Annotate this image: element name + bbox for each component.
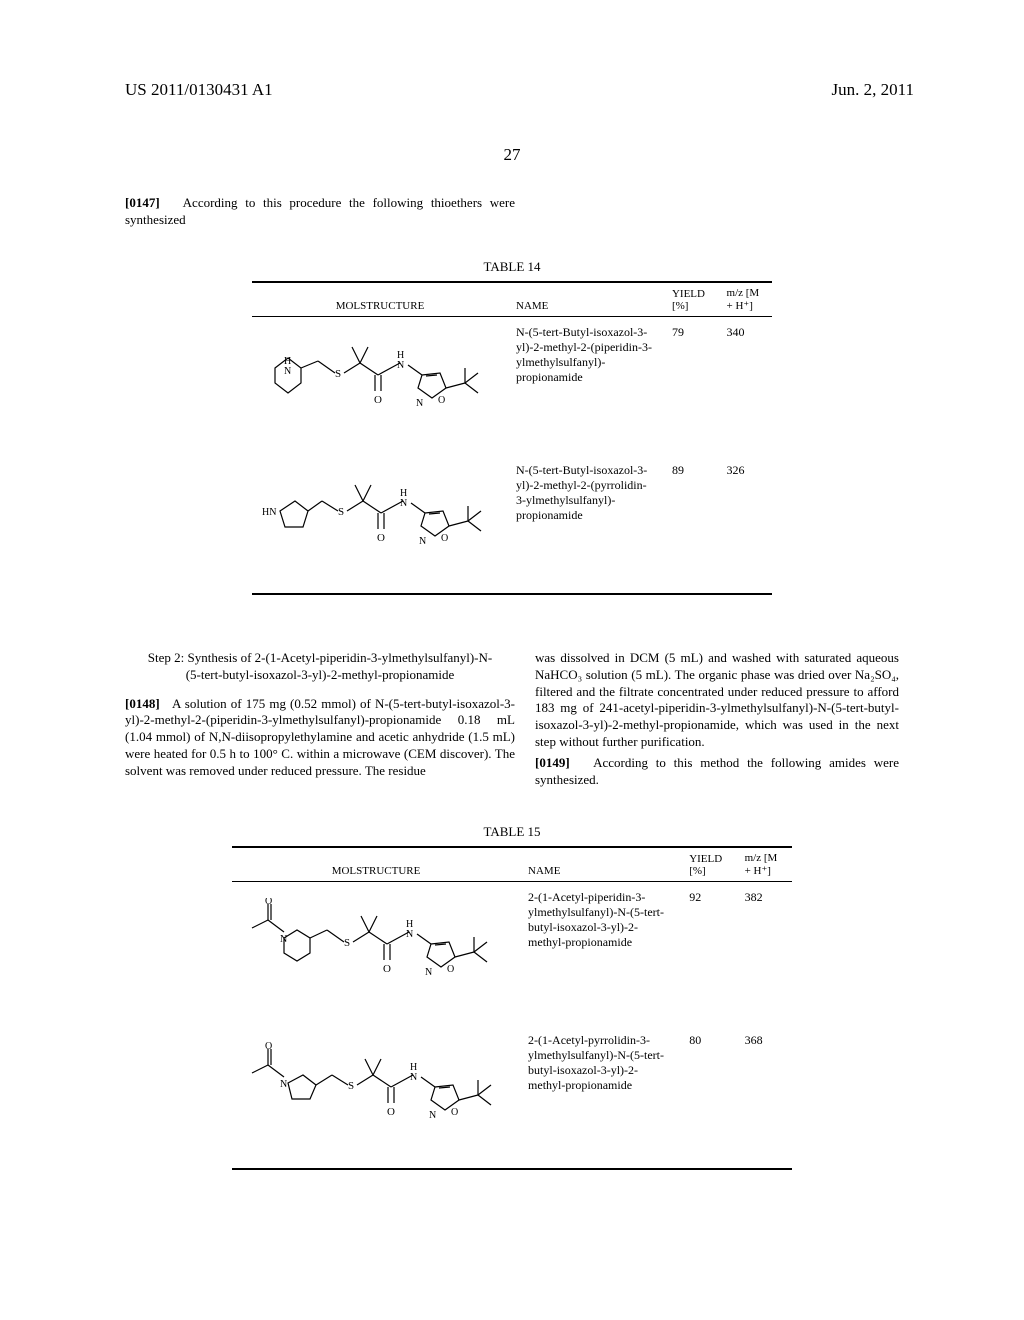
svg-text:S: S	[344, 937, 350, 949]
para-num: [0147]	[125, 195, 160, 210]
svg-text:N: N	[406, 929, 413, 940]
paragraph-0149: [0149] According to this method the foll…	[535, 755, 899, 789]
svg-text:O: O	[451, 1107, 458, 1118]
t15-r2-name: 2-(1-Acetyl-pyrrolidin-3-ylmethylsulfany…	[520, 1025, 681, 1169]
th-mz: m/z [M + H⁺]	[737, 847, 792, 882]
t14-r1-name: N-(5-tert-Butyl-isoxazol-3-yl)-2-methyl-…	[508, 316, 664, 455]
publication-date: Jun. 2, 2011	[832, 80, 915, 100]
svg-text:O: O	[387, 1106, 395, 1118]
t14-r2-yield: 89	[664, 455, 719, 594]
svg-text:HN: HN	[262, 507, 276, 518]
th-yield: YIELD [%]	[664, 282, 719, 317]
th-molstructure: MOLSTRUCTURE	[252, 282, 508, 317]
svg-text:O: O	[447, 964, 454, 975]
page-number: 27	[0, 145, 1024, 165]
para-num: [0149]	[535, 755, 570, 770]
svg-text:N: N	[425, 967, 432, 978]
svg-text:O: O	[438, 395, 445, 406]
para-text: A solution of 175 mg (0.52 mmol) of N-(5…	[125, 696, 515, 779]
t14-r1-mz: 340	[719, 316, 772, 455]
table15-label: TABLE 15	[125, 824, 899, 840]
t15-r1-name: 2-(1-Acetyl-piperidin-3-ylmethylsulfanyl…	[520, 881, 681, 1025]
para-num: [0148]	[125, 696, 160, 711]
t14-r1-struct: H N S	[252, 316, 508, 455]
svg-text:O: O	[265, 898, 272, 907]
svg-text:N: N	[416, 398, 423, 409]
table-15: MOLSTRUCTURE NAME YIELD [%] m/z [M + H⁺]	[232, 846, 792, 1170]
svg-text:O: O	[377, 532, 385, 544]
t15-r1-struct: O N S	[232, 881, 520, 1025]
svg-text:O: O	[374, 394, 382, 406]
svg-text:N: N	[397, 360, 404, 371]
svg-text:N: N	[410, 1072, 417, 1083]
th-name: NAME	[508, 282, 664, 317]
t15-r2-struct: O N S	[232, 1025, 520, 1169]
svg-text:N: N	[400, 498, 407, 509]
svg-text:O: O	[383, 963, 391, 975]
para-text: According to this procedure the followin…	[125, 195, 515, 227]
page-header: US 2011/0130431 A1 Jun. 2, 2011	[0, 0, 1024, 110]
th-yield: YIELD [%]	[681, 847, 736, 882]
paragraph-0148-right: was dissolved in DCM (5 mL) and washed w…	[535, 650, 899, 751]
t14-r1-yield: 79	[664, 316, 719, 455]
th-name: NAME	[520, 847, 681, 882]
svg-text:N: N	[280, 1079, 287, 1090]
svg-text:O: O	[441, 533, 448, 544]
th-molstructure: MOLSTRUCTURE	[232, 847, 520, 882]
svg-text:O: O	[265, 1041, 272, 1052]
molecule-icon: O N S	[240, 898, 510, 983]
t14-r2-struct: HN S O	[252, 455, 508, 594]
svg-text:S: S	[335, 368, 341, 380]
t15-r1-mz: 382	[737, 881, 792, 1025]
para-text: According to this method the following a…	[535, 755, 899, 787]
svg-text:N: N	[429, 1110, 436, 1121]
svg-text:S: S	[338, 506, 344, 518]
svg-text:S: S	[348, 1080, 354, 1092]
paragraph-0148-left: [0148] A solution of 175 mg (0.52 mmol) …	[125, 696, 515, 780]
th-mz: m/z [M + H⁺]	[719, 282, 772, 317]
svg-text:N: N	[284, 366, 291, 377]
t15-r2-yield: 80	[681, 1025, 736, 1169]
t14-r2-name: N-(5-tert-Butyl-isoxazol-3-yl)-2-methyl-…	[508, 455, 664, 594]
publication-number: US 2011/0130431 A1	[125, 80, 273, 100]
table-14: MOLSTRUCTURE NAME YIELD [%] m/z [M + H⁺]…	[252, 281, 772, 595]
t15-r1-yield: 92	[681, 881, 736, 1025]
paragraph-0147: [0147] According to this procedure the f…	[125, 195, 515, 229]
molecule-icon: O N S	[240, 1041, 510, 1126]
svg-text:N: N	[419, 536, 426, 547]
t14-r2-mz: 326	[719, 455, 772, 594]
molecule-icon: HN S O	[260, 471, 500, 551]
molecule-icon: H N S	[260, 333, 500, 413]
step2-heading: Step 2: Synthesis of 2-(1-Acetyl-piperid…	[125, 650, 515, 684]
table14-label: TABLE 14	[125, 259, 899, 275]
t15-r2-mz: 368	[737, 1025, 792, 1169]
